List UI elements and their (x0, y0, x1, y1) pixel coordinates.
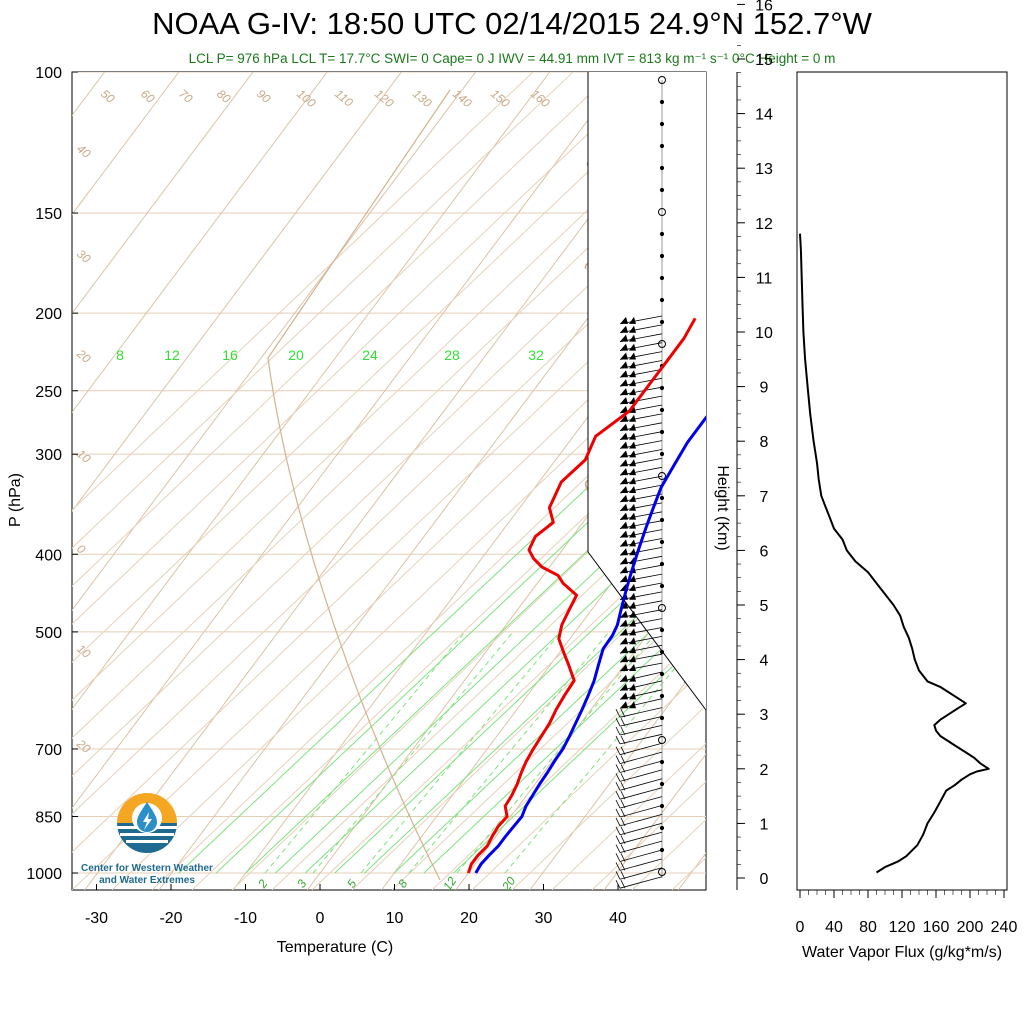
flux-line (799, 233, 990, 874)
isotherm-label: 130 (410, 87, 435, 111)
height-tick-label: 13 (755, 161, 773, 178)
temperature-tick-label: 10 (386, 910, 404, 927)
temperature-tick-label: -30 (85, 910, 108, 927)
flux-axis-label: Water Vapor Flux (g/kg*m/s) (802, 944, 1002, 961)
mixing-ratio-label: 32 (528, 347, 544, 363)
pressure-tick-label: 500 (35, 625, 62, 642)
height-tick-label: 12 (755, 216, 773, 233)
mixing-ratio-label: 8 (395, 877, 410, 891)
cw3e-logo: Center for Western Weather and Water Ext… (72, 788, 222, 887)
mixing-ratio-label: 12 (164, 347, 180, 363)
flux-tick-label: 200 (957, 919, 984, 936)
mixing-ratio-label: 3 (294, 877, 309, 891)
flux-tick-label: 80 (859, 919, 877, 936)
isotherm-label: 140 (450, 87, 475, 111)
mixing-ratio-label: 8 (116, 347, 124, 363)
x-axis-label: Temperature (C) (277, 939, 393, 956)
pressure-tick-label: 150 (35, 206, 62, 223)
cw3e-logo-text: Center for Western Weather and Water Ext… (81, 863, 213, 886)
height-tick-label: 7 (760, 489, 769, 506)
temperature-tick-label: 0 (316, 910, 325, 927)
temperature-axis: -30 -20 -10 0 10 20 30 40 (85, 884, 627, 927)
height-tick-label: 16 (755, 0, 773, 14)
height-axis-label: Height (Km) (714, 465, 731, 550)
temperature-tick-label: 40 (609, 910, 627, 927)
isotherm-label: 20 (73, 736, 93, 756)
height-tick-label: 0 (760, 871, 769, 888)
height-tick-label: 3 (760, 707, 769, 724)
pressure-tick-label: 100 (35, 65, 62, 82)
temperature-tick-label: 30 (535, 910, 553, 927)
pressure-tick-label: 250 (35, 384, 62, 401)
isotherm-label: 60 (138, 87, 157, 107)
height-tick-label: 15 (755, 52, 773, 69)
mixing-ratio-label: 24 (362, 347, 378, 363)
height-tick-label: 10 (755, 325, 773, 342)
temperature-tick-label: -10 (234, 910, 257, 927)
temperature-tick-label: 20 (460, 910, 478, 927)
isotherm-label: 100 (294, 87, 319, 111)
height-tick-label: 6 (760, 543, 769, 560)
pressure-tick-label: 1000 (26, 866, 62, 883)
height-tick-label: 1 (760, 816, 769, 833)
pressure-tick-label: 200 (35, 306, 62, 323)
chart-subtitle: LCL P= 976 hPa LCL T= 17.7°C SWI= 0 Cape… (188, 51, 836, 66)
y-axis-label: P (hPa) (7, 473, 24, 527)
flux-tick-label: 160 (923, 919, 950, 936)
cw3e-logo-icon (117, 793, 177, 853)
wind-barbs (615, 76, 666, 889)
flux-tick-label: 120 (889, 919, 916, 936)
isotherm-label: 110 (332, 87, 356, 110)
isotherm-label: 40 (74, 142, 93, 162)
isotherm-label: 10 (74, 447, 93, 467)
pressure-tick-label: 850 (35, 809, 62, 826)
height-tick-label: 4 (760, 653, 769, 670)
height-tick-label: 2 (760, 762, 769, 779)
isotherm-label: 90 (254, 87, 273, 107)
mixing-ratio-label: 20 (499, 874, 519, 894)
isotherm-label: 30 (74, 247, 93, 267)
flux-axis: 0 40 80 120 160 200 240 (796, 890, 1018, 936)
flux-tick-label: 40 (825, 919, 843, 936)
temperature-tick-label: -20 (159, 910, 182, 927)
pressure-axis: 100 150 200 250 300 400 500 700 850 1000 (26, 65, 78, 883)
isotherm-label: 50 (98, 87, 117, 107)
isotherm-label: 160 (528, 87, 553, 111)
isotherm-label: 20 (73, 346, 93, 366)
skewt-grid (72, 72, 706, 890)
blue-profile-line (474, 415, 706, 874)
mixing-ratio-label: 2 (254, 877, 270, 892)
pressure-tick-label: 300 (35, 447, 62, 464)
flux-tick-label: 0 (796, 919, 805, 936)
height-tick-label: 5 (760, 598, 769, 615)
red-profile-line (466, 317, 697, 874)
mixing-ratio-label: 5 (344, 877, 359, 891)
isotherm-label: 80 (214, 87, 233, 107)
isotherm-label: 150 (488, 87, 513, 111)
height-tick-label: 14 (755, 107, 773, 124)
mixing-ratio-label: 16 (222, 347, 238, 363)
mixing-ratio-label: 20 (288, 347, 304, 363)
height-tick-label: 9 (760, 380, 769, 397)
pressure-tick-label: 400 (35, 547, 62, 564)
flux-frame (796, 71, 1008, 891)
flux-tick-label: 240 (991, 919, 1018, 936)
pressure-tick-label: 700 (35, 742, 62, 759)
isotherm-label: 70 (176, 87, 195, 107)
height-tick-label: 8 (760, 434, 769, 451)
chart-title: NOAA G-IV: 18:50 UTC 02/14/2015 24.9°N 1… (152, 6, 872, 41)
height-tick-label: 11 (756, 270, 773, 287)
mixing-ratio-label: 28 (444, 347, 460, 363)
